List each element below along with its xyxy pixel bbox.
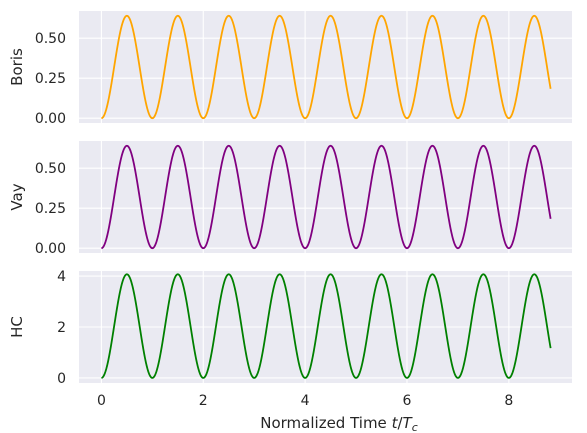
x-tick-label: 6 — [403, 393, 412, 409]
y-tick-label: 0.50 — [35, 161, 66, 177]
x-axis-label-main: Normalized Time — [260, 414, 391, 432]
y-tick-label: 4 — [57, 269, 66, 285]
x-axis-label-sub: c — [412, 421, 418, 433]
x-tick-label: 0 — [97, 393, 106, 409]
y-tick-label: 0.00 — [35, 241, 66, 257]
x-axis-label-t: t — [392, 414, 399, 432]
y-tick-label: 0 — [57, 371, 66, 387]
chart-panels: 0.00 0.25 0.50 Boris 0.00 0.25 0.50 Vay 0 2 4 HC — [8, 11, 572, 387]
x-axis-label-slash: / — [397, 414, 403, 432]
x-tick-labels: 0 2 4 6 8 — [97, 393, 513, 409]
series-line-boris — [100, 14, 552, 120]
y-tick-label: 0.00 — [35, 111, 66, 127]
x-tick-label: 2 — [199, 393, 208, 409]
x-tick-label: 8 — [504, 393, 513, 409]
panel-hc: 0 2 4 HC — [8, 269, 572, 387]
x-axis-label-T: T — [403, 414, 414, 432]
y-axis-label-boris: Boris — [8, 48, 26, 86]
y-axis-label-hc: HC — [8, 316, 26, 338]
y-tick-label: 0.25 — [35, 201, 66, 217]
y-tick-label: 0.25 — [35, 71, 66, 87]
panel-boris: 0.00 0.25 0.50 Boris — [8, 11, 572, 127]
x-axis-label: Normalized Time t/Tc — [260, 414, 418, 433]
y-axis-label-vay: Vay — [8, 183, 26, 210]
series-line-vay — [100, 144, 552, 250]
x-tick-label: 4 — [301, 393, 310, 409]
panel-vay: 0.00 0.25 0.50 Vay — [8, 141, 572, 257]
y-tick-label: 0.50 — [35, 31, 66, 47]
y-tick-label: 2 — [57, 320, 66, 336]
series-line-hc — [100, 273, 552, 379]
